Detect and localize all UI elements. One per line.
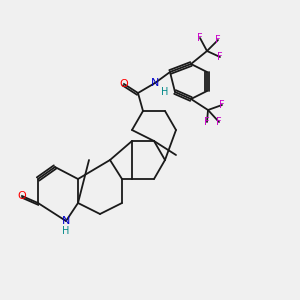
Text: N: N [62,216,70,226]
Text: F: F [204,117,210,127]
Text: H: H [62,226,70,236]
Text: N: N [151,78,159,88]
Text: F: F [197,33,203,43]
Text: F: F [217,52,223,62]
Text: F: F [216,117,222,127]
Text: O: O [18,191,26,201]
Text: F: F [215,35,221,45]
Text: F: F [219,100,225,110]
Text: H: H [161,87,169,97]
Text: O: O [120,79,128,89]
